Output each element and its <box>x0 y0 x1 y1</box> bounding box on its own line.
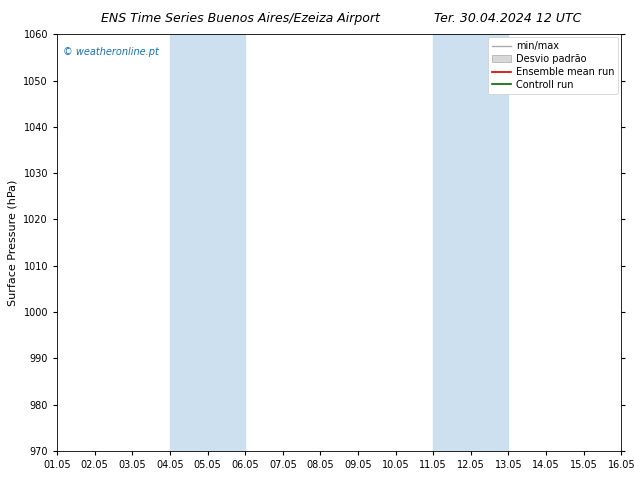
Y-axis label: Surface Pressure (hPa): Surface Pressure (hPa) <box>8 179 18 306</box>
Text: ENS Time Series Buenos Aires/Ezeiza Airport: ENS Time Series Buenos Aires/Ezeiza Airp… <box>101 12 380 25</box>
Bar <box>170 34 245 451</box>
Legend: min/max, Desvio padrão, Ensemble mean run, Controll run: min/max, Desvio padrão, Ensemble mean ru… <box>488 37 618 94</box>
Text: Ter. 30.04.2024 12 UTC: Ter. 30.04.2024 12 UTC <box>434 12 581 25</box>
Bar <box>433 34 508 451</box>
Text: © weatheronline.pt: © weatheronline.pt <box>63 47 158 57</box>
